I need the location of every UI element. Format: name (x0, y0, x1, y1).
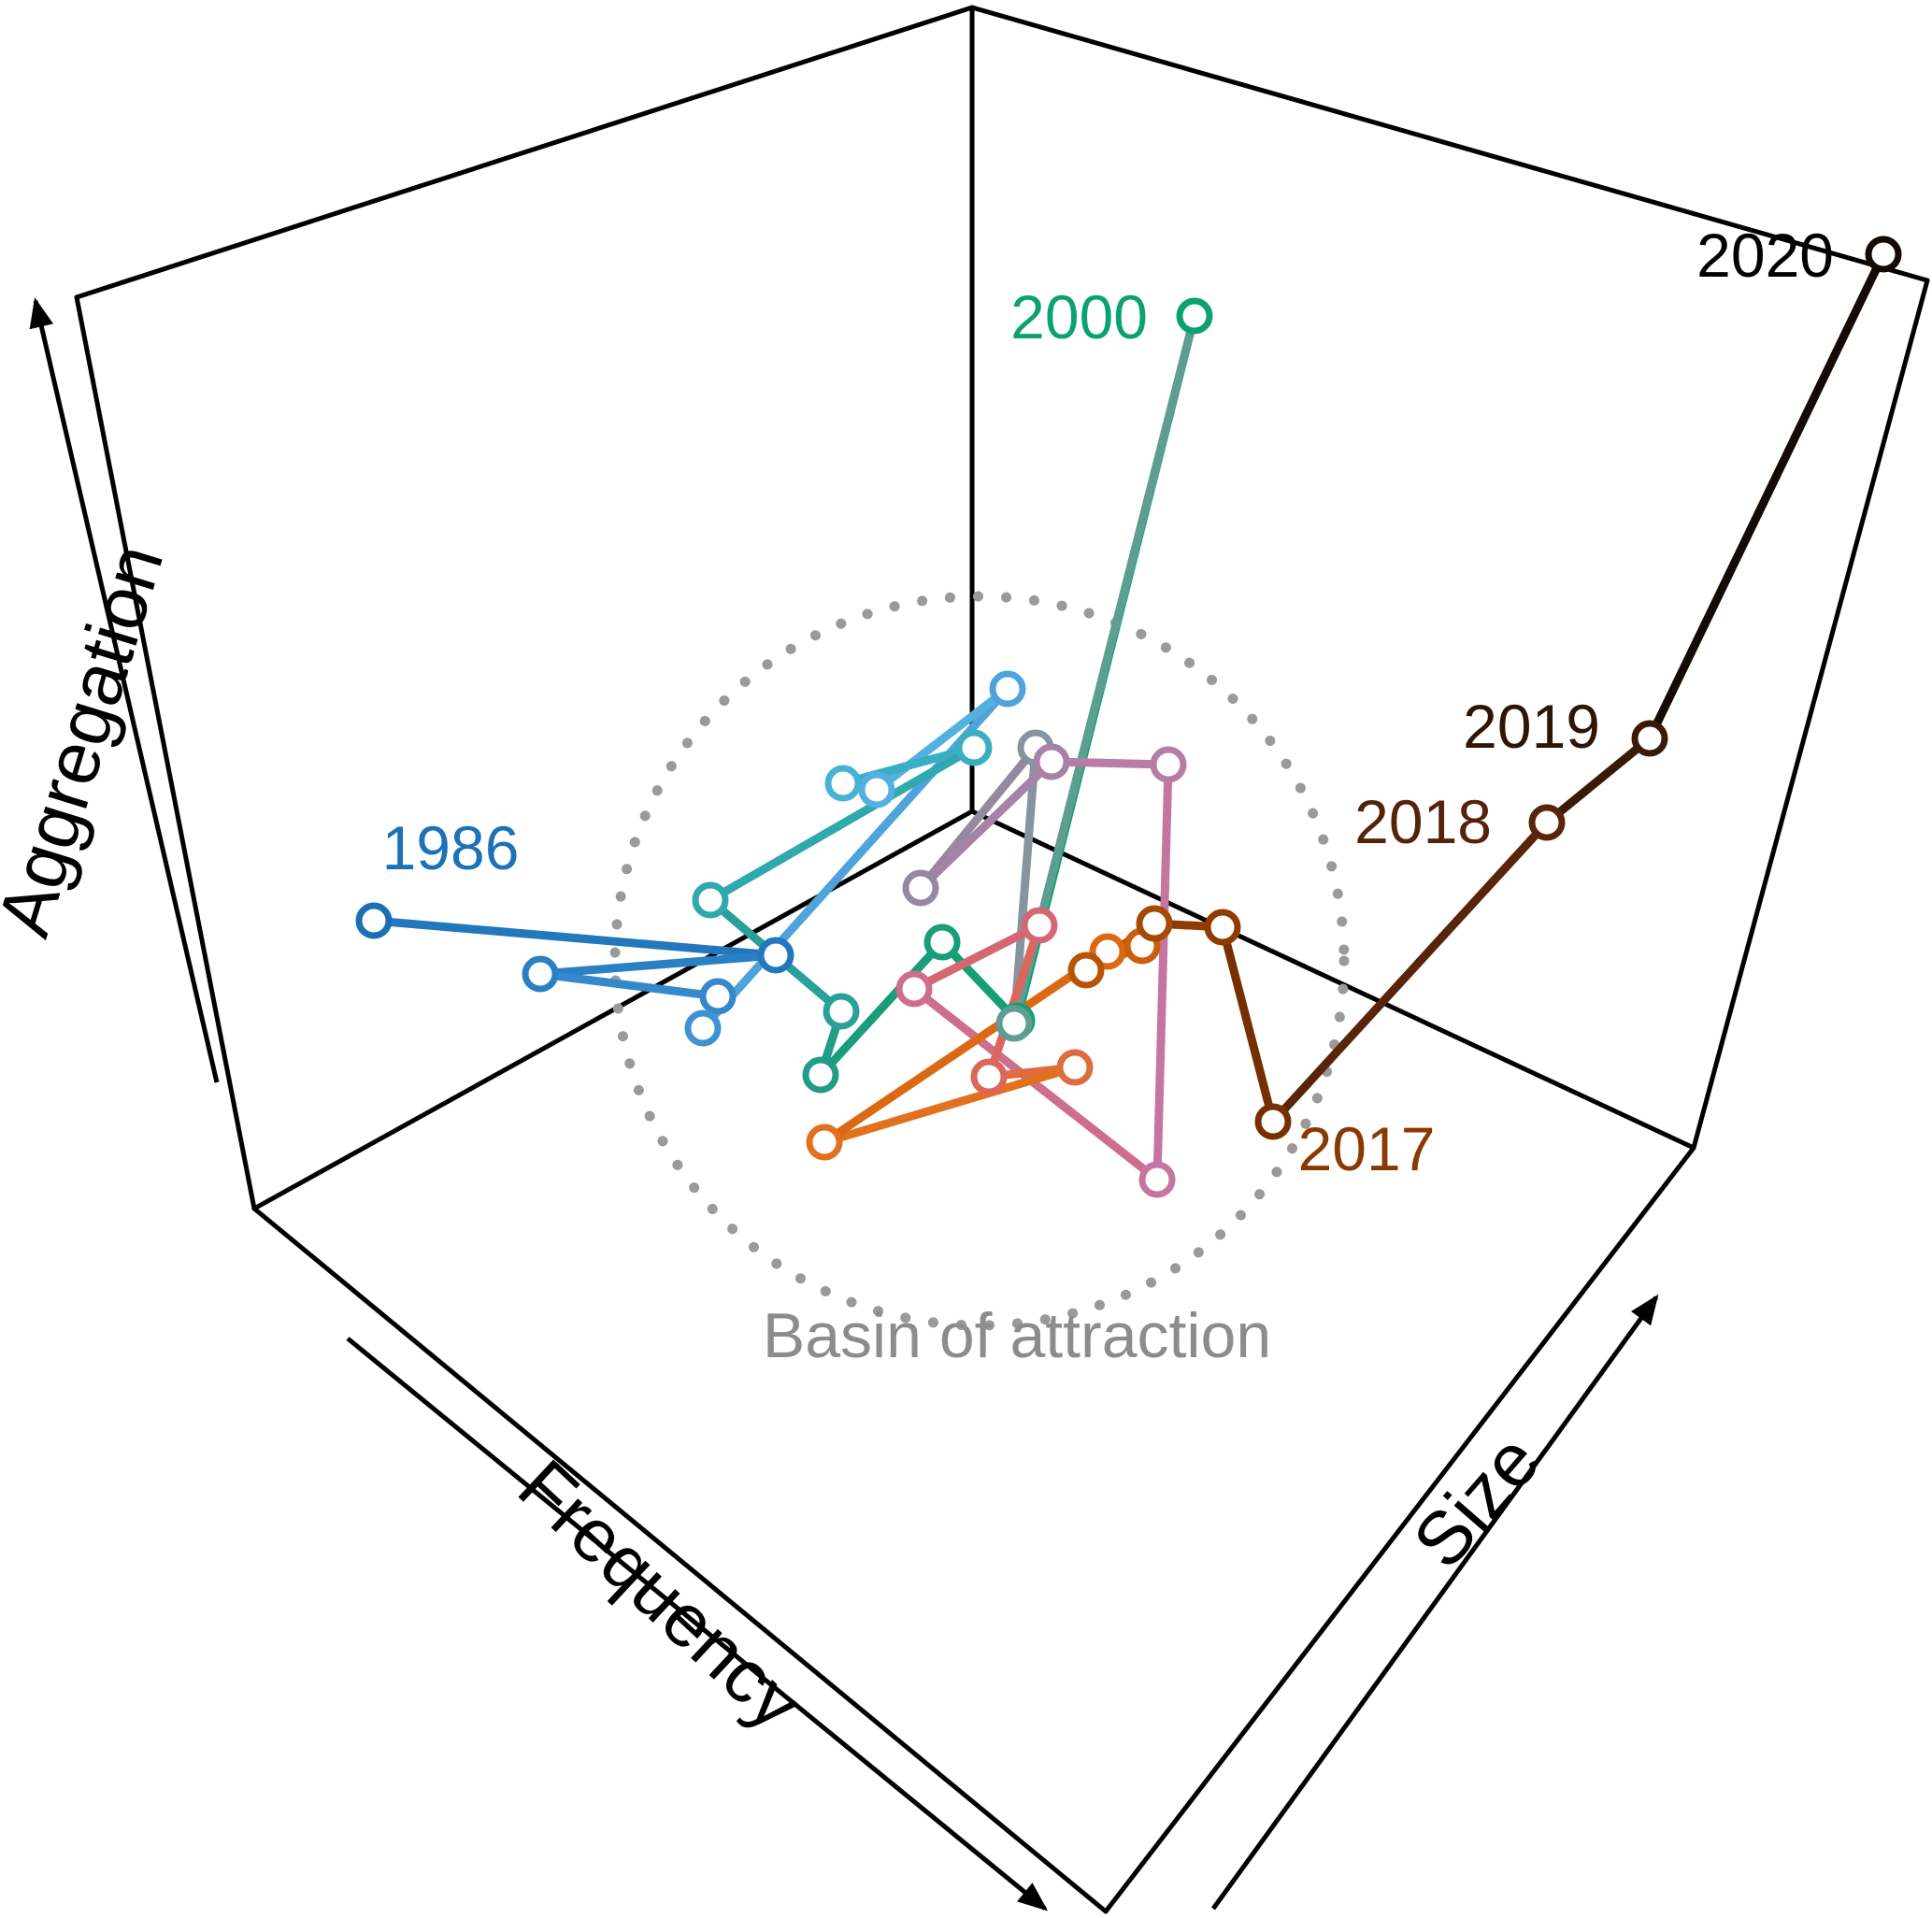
data-point-marker (823, 993, 860, 1030)
basin-circle (609, 591, 1350, 1331)
data-point-marker (802, 1056, 839, 1094)
trajectory-segment (1268, 818, 1552, 1126)
data-point-marker (1056, 1049, 1094, 1086)
trajectory-segment (872, 684, 1012, 794)
year-label: 2020 (1696, 221, 1834, 290)
trajectory-segment (909, 921, 1044, 994)
data-point-marker (902, 869, 939, 907)
data-point-marker (1138, 1161, 1176, 1198)
trajectory-segment (1645, 250, 1888, 743)
data-point-marker (1631, 720, 1668, 757)
data-point-marker (995, 1005, 1033, 1042)
frame-edge (969, 5, 1930, 283)
data-point-marker (1254, 1103, 1292, 1140)
trajectory-segment (820, 947, 1112, 1147)
trajectory-segment (1152, 760, 1173, 1184)
data-point-marker (955, 729, 993, 766)
data-point-marker (757, 937, 794, 974)
trajectory-segment (984, 921, 1044, 1081)
basin-layer: Basin of attraction (609, 591, 1350, 1371)
data-point-marker (1136, 905, 1173, 942)
axis-layer: Aggregation Frequency Size (0, 297, 1659, 1911)
axis-arrow (29, 297, 220, 1083)
axis-label: Frequency (503, 1443, 818, 1745)
data-point-marker (1067, 952, 1105, 989)
data-point-marker (522, 955, 559, 993)
frame-edge (1103, 1145, 1696, 1914)
year-label: 2017 (1298, 1114, 1436, 1183)
trajectory-segment (909, 984, 1162, 1184)
data-point-marker (1176, 297, 1213, 335)
frame-edge (74, 5, 975, 300)
data-point-marker (895, 970, 933, 1008)
axis-arrow (346, 1337, 1049, 1911)
marker-layer (355, 236, 1902, 1198)
frame-edge (251, 1206, 1109, 1914)
data-point-marker (1865, 236, 1902, 273)
data-point-marker (1528, 804, 1566, 841)
data-point-marker (989, 670, 1026, 708)
axis-arrow (1210, 1294, 1659, 1911)
frame-edge (1691, 278, 1930, 1151)
basin-label: Basin of attraction (763, 1300, 1271, 1371)
trajectory-layer (369, 250, 1888, 1184)
trajectory-segment (838, 743, 979, 788)
trajectory-segment (536, 951, 780, 979)
year-label: 1986 (382, 813, 520, 882)
frame-edge (74, 294, 257, 1211)
trajectory-segment (706, 743, 979, 905)
data-point-marker (1204, 909, 1241, 946)
year-label: 2000 (1010, 282, 1148, 351)
trajectory-segment (1218, 923, 1278, 1126)
data-point-marker (684, 1009, 722, 1047)
frame-edge (251, 809, 975, 1211)
data-point-marker (824, 765, 862, 802)
data-point-marker (806, 1124, 843, 1161)
trajectory-segment (916, 757, 1056, 893)
axis-label: Size (1397, 1419, 1555, 1583)
trajectory-segment (820, 1063, 1080, 1147)
data-point-marker (1033, 743, 1070, 780)
data-point-marker (970, 1058, 1008, 1095)
trajectory-segment (816, 938, 947, 1080)
trajectory-segment (369, 916, 780, 960)
data-point-marker (1150, 746, 1187, 783)
data-point-marker (699, 978, 737, 1015)
year-label: 2019 (1463, 692, 1600, 761)
axis-label: Aggregation (0, 536, 179, 946)
trajectory-segment (1009, 311, 1199, 1028)
data-point-marker (858, 771, 895, 809)
label-layer: 1986 2000 2017 2018 2019 2020 (382, 221, 1834, 1183)
data-point-marker (692, 881, 729, 919)
trajectory-segment (1542, 734, 1654, 827)
data-point-marker (355, 902, 393, 939)
frame-layer (74, 5, 1930, 1914)
trajectory-segment (536, 969, 723, 1001)
trajectory-segment (1047, 757, 1173, 769)
data-point-marker (1021, 907, 1058, 944)
frame-edge (969, 809, 1696, 1151)
data-point-marker (923, 923, 961, 961)
year-label: 2018 (1354, 787, 1492, 856)
